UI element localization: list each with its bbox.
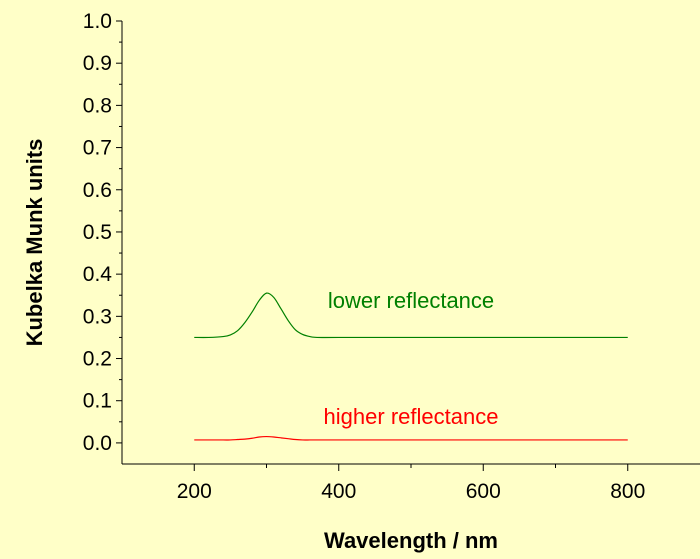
series-line-higher-reflectance: [194, 435, 628, 441]
x-axis-ticks: 200 400 600 800: [177, 464, 645, 503]
x-tick-label: 400: [321, 480, 356, 503]
y-tick-label: 0.0: [83, 432, 112, 455]
y-tick-label: 1.0: [83, 10, 112, 33]
x-axis-title: Wavelength / nm: [324, 528, 498, 553]
annotations: lower reflectance higher reflectance: [324, 288, 499, 429]
y-tick-label: 0.6: [83, 179, 112, 202]
x-tick-label: 600: [466, 480, 501, 503]
y-axis-ticks: 0.0 0.1 0.2 0.3 0.4 0.5 0.6 0.7 0.8 0.9 1.0: [83, 10, 122, 455]
series-line-lower-reflectance: [194, 292, 628, 339]
x-tick-label: 200: [177, 480, 212, 503]
y-axis-title: Kubelka Munk units: [22, 139, 47, 347]
y-tick-label: 0.2: [83, 348, 112, 371]
y-tick-label: 0.3: [83, 305, 112, 328]
y-tick-label: 0.7: [83, 137, 112, 160]
y-tick-label: 0.1: [83, 390, 112, 413]
x-tick-label: 800: [610, 480, 645, 503]
y-tick-label: 0.5: [83, 221, 112, 244]
y-tick-label: 0.9: [83, 52, 112, 75]
annotation-higher-reflectance: higher reflectance: [324, 404, 499, 429]
annotation-lower-reflectance: lower reflectance: [328, 288, 494, 313]
y-tick-label: 0.8: [83, 94, 112, 117]
y-tick-label: 0.4: [83, 263, 113, 286]
series-lines: [194, 292, 628, 441]
